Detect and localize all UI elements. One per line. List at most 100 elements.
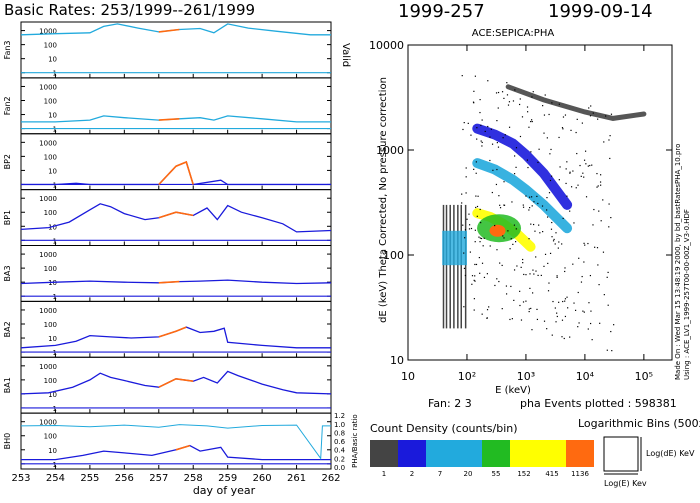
scatter-dot: [462, 128, 464, 131]
scatter-dot: [558, 103, 560, 105]
bins-label: Logarithmic Bins (500x500): [578, 417, 700, 430]
scatter-dot: [491, 191, 493, 194]
basic-rates-panels: 1 10 100 1000 Fan3 1 10 100 1000 Fan2 1 10 100 1000 BP…: [3, 21, 359, 484]
scatter-dot: [502, 137, 504, 139]
scatter-dot: [556, 312, 558, 314]
scatter-dot: [529, 207, 531, 209]
scatter-dot: [537, 274, 539, 277]
scatter-dot: [497, 107, 499, 109]
scatter-dot: [486, 273, 488, 275]
y-tick-label: 1000: [39, 419, 57, 427]
scatter-dot: [540, 274, 542, 277]
scatter-dot: [501, 91, 504, 93]
y-tick-label: 1: [53, 293, 57, 301]
y-tick-label: 10: [48, 391, 57, 399]
scatter-dot: [556, 315, 558, 318]
scatter-dot: [530, 307, 532, 310]
scatter-dot: [542, 105, 544, 107]
y-tick-label: 1: [53, 349, 57, 357]
scatter-dot: [570, 186, 573, 188]
scatter-dot: [533, 223, 535, 226]
scatter-dot: [505, 293, 508, 295]
scatter-dot: [506, 94, 509, 96]
scatter-dot: [498, 195, 500, 197]
scatter-dot: [471, 275, 474, 277]
scatter-dot: [525, 300, 527, 302]
x-tick-label: 10⁴: [576, 370, 595, 383]
scatter-dot: [475, 172, 477, 174]
scatter-dot: [474, 75, 476, 77]
scatter-dot: [600, 174, 602, 176]
scatter-dot: [472, 101, 475, 103]
scatter-dot: [483, 237, 485, 239]
scatter-dot: [600, 184, 602, 186]
scatter-dot: [479, 237, 481, 239]
scatter-dot: [479, 111, 481, 114]
scatter-dot: [476, 205, 479, 208]
scatter-dot: [512, 243, 514, 245]
panel-label: BP2: [3, 154, 12, 169]
scatter-dot: [562, 128, 564, 130]
scatter-dot: [474, 229, 476, 231]
colorbar-label: 1: [382, 470, 386, 478]
colorbar: 1 2 7 20 55 152 415 1136: [370, 440, 594, 478]
scatter-dot: [563, 337, 565, 340]
scatter-dot: [565, 182, 567, 185]
scatter-dot: [550, 175, 553, 177]
scatter-dot: [546, 328, 548, 330]
y-tick-label: 100: [44, 433, 57, 441]
scatter-dot: [599, 322, 601, 324]
scatter-dot: [496, 278, 498, 280]
scatter-dot: [481, 237, 483, 240]
highlight-segment: [175, 444, 191, 451]
scatter-dot: [481, 119, 483, 121]
scatter-dot: [535, 256, 537, 258]
heatmap-xlabel: E (keV): [495, 385, 531, 396]
scatter-dot: [596, 186, 598, 188]
y-tick-label: 10: [48, 335, 57, 343]
y-tick-label: 10: [48, 167, 57, 175]
panel-label: BP1: [3, 210, 12, 225]
panel-label: BA2: [3, 321, 12, 337]
scatter-dot: [533, 201, 535, 203]
y-tick-label: 100: [44, 209, 57, 217]
y-tick-label: 100: [44, 265, 57, 273]
scatter-dot: [475, 195, 477, 197]
scatter-dot: [489, 159, 491, 162]
scatter-dot: [481, 262, 484, 264]
scatter-dot: [483, 276, 486, 279]
scatter-dot: [546, 209, 548, 211]
scatter-dot: [608, 226, 610, 228]
scatter-dot: [473, 90, 475, 92]
scatter-dot: [479, 98, 481, 101]
bin-legend-x: Log(E) Kev: [604, 479, 647, 488]
scatter-dot: [468, 228, 471, 230]
scatter-dot: [461, 193, 463, 195]
scatter-dot: [473, 279, 475, 281]
y-tick-label: 100: [44, 153, 57, 161]
panel-frame: [20, 245, 332, 302]
scatter-dot: [499, 262, 501, 264]
scatter-dot: [582, 172, 584, 174]
scatter-dot: [572, 263, 574, 265]
highlight-segment: [158, 28, 180, 33]
low-energy-band: [442, 230, 467, 266]
ratio-line: [20, 424, 331, 460]
scatter-dot: [463, 267, 466, 270]
x-tick-label: 253: [11, 473, 30, 484]
panel-label: BA3: [3, 265, 12, 281]
track-cyan: [472, 158, 573, 234]
scatter-dot: [589, 164, 591, 167]
scatter-dot: [518, 103, 521, 106]
scatter-dot: [501, 264, 503, 267]
scatter-dot: [543, 265, 545, 267]
y-tick-label: 1: [53, 70, 57, 78]
scatter-dot: [496, 249, 498, 251]
scatter-dot: [600, 220, 602, 222]
scatter-dot: [590, 105, 592, 107]
scatter-dot: [567, 307, 569, 309]
scatter-dot: [528, 310, 530, 313]
scatter-dot: [576, 118, 578, 120]
scatter-dot: [588, 302, 590, 304]
colorbar-title: Count Density (counts/bin): [370, 422, 518, 435]
